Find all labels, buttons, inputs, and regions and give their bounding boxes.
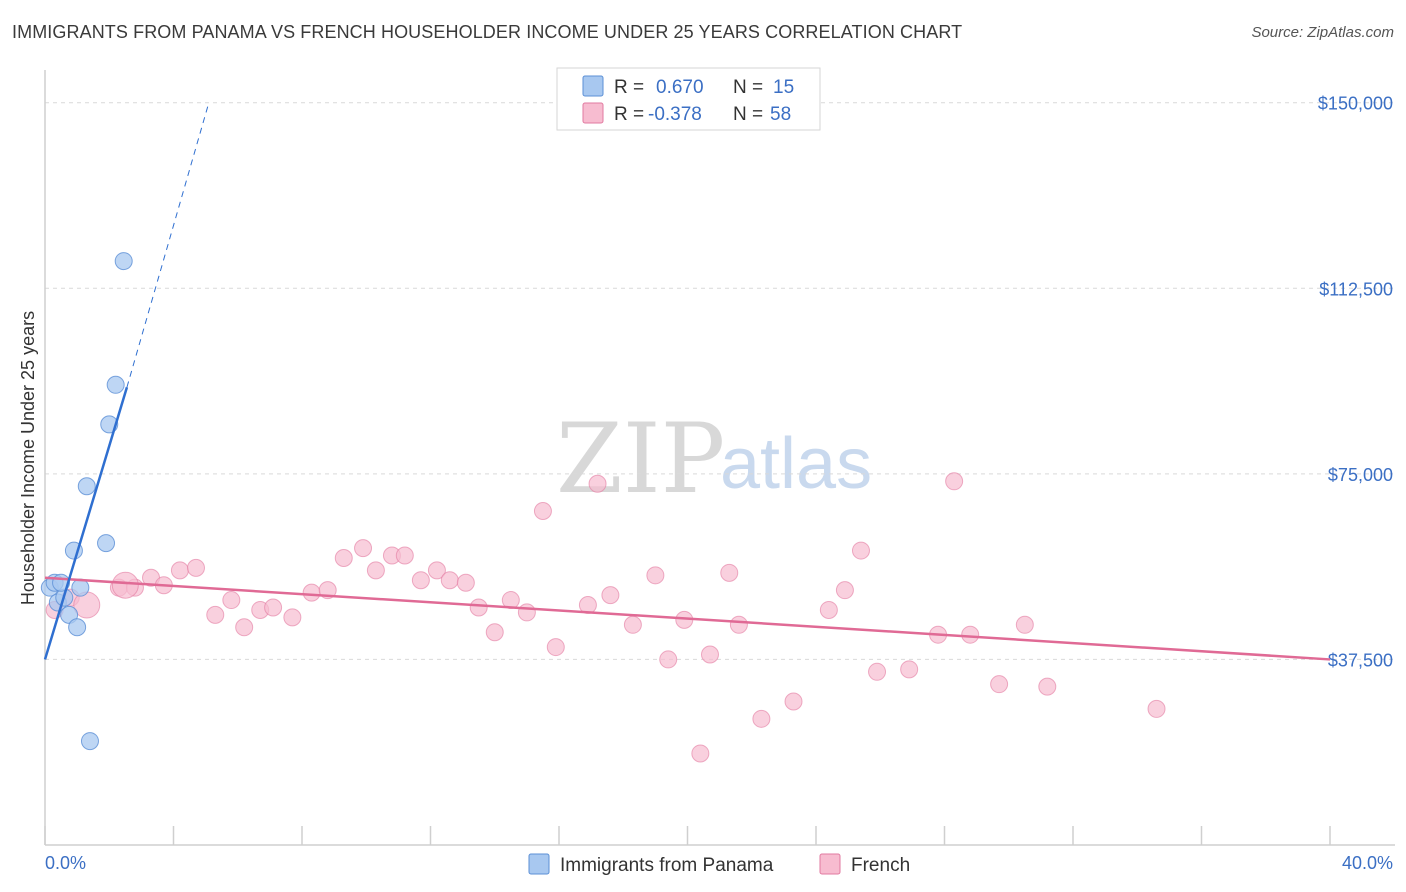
x-tick-label-min: 0.0% bbox=[45, 853, 86, 873]
french-point bbox=[961, 625, 980, 644]
stats-n-label-french: N = bbox=[733, 104, 763, 125]
stats-r-label-french: R = bbox=[614, 104, 644, 125]
panama-point bbox=[106, 375, 125, 394]
stats-n-value-french: 58 bbox=[770, 104, 791, 125]
french-point bbox=[835, 581, 854, 600]
french-point bbox=[302, 583, 321, 602]
french-point bbox=[729, 615, 748, 634]
panama-point bbox=[77, 477, 96, 496]
french-point bbox=[720, 563, 739, 582]
legend-label-panama: Immigrants from Panama bbox=[560, 855, 774, 876]
stats-swatch-panama bbox=[582, 75, 604, 97]
source-label: Source: ZipAtlas.com bbox=[1251, 24, 1394, 41]
stats-r-value-panama: 0.670 bbox=[656, 77, 704, 98]
trend-lines bbox=[43, 102, 1331, 661]
french-point bbox=[264, 598, 283, 617]
french-point bbox=[623, 615, 642, 634]
french-point bbox=[1015, 615, 1034, 634]
french-point bbox=[752, 709, 771, 728]
french-point bbox=[222, 591, 241, 610]
watermark-atlas: atlas bbox=[720, 424, 872, 504]
french-point bbox=[411, 571, 430, 590]
french-series bbox=[45, 472, 1166, 763]
x-axis-ticks bbox=[44, 826, 1331, 845]
legend-swatch-french bbox=[819, 853, 841, 875]
french-point bbox=[1038, 677, 1057, 696]
french-point bbox=[456, 573, 475, 592]
legend-label-french: French bbox=[851, 855, 910, 876]
french-point bbox=[990, 675, 1009, 694]
french-point bbox=[440, 571, 459, 590]
panama-point bbox=[71, 578, 90, 597]
french-point bbox=[546, 638, 565, 657]
french-point bbox=[206, 605, 225, 624]
french-point bbox=[354, 539, 373, 558]
french-point bbox=[395, 546, 414, 565]
legend: Immigrants from Panama French bbox=[528, 853, 910, 876]
panama-point bbox=[114, 252, 133, 271]
french-point bbox=[517, 603, 536, 622]
stats-n-value-panama: 15 bbox=[773, 77, 794, 98]
french-point bbox=[851, 541, 870, 560]
watermark: ZIP atlas bbox=[556, 403, 872, 515]
french-point bbox=[1147, 699, 1166, 718]
french-point bbox=[659, 650, 678, 669]
y-axis-tick-labels: $37,500 $75,000 $112,500 $150,000 bbox=[1318, 94, 1393, 671]
french-point bbox=[485, 623, 504, 642]
french-point bbox=[868, 662, 887, 681]
french-point bbox=[334, 548, 353, 567]
y-axis-label: Householder Income Under 25 years bbox=[18, 311, 38, 605]
y-tick-label: $75,000 bbox=[1328, 465, 1393, 485]
y-tick-label: $112,500 bbox=[1319, 279, 1393, 299]
gridlines bbox=[45, 102, 1395, 660]
panama-point bbox=[80, 732, 99, 751]
x-tick-label-max: 40.0% bbox=[1342, 853, 1393, 873]
french-point bbox=[819, 600, 838, 619]
legend-swatch-panama bbox=[528, 853, 550, 875]
french-point bbox=[235, 618, 254, 637]
french-point bbox=[588, 474, 607, 493]
panama-trend-line bbox=[43, 386, 129, 660]
panama-series bbox=[40, 252, 133, 751]
french-point bbox=[186, 558, 205, 577]
stats-r-label-panama: R = bbox=[614, 77, 644, 98]
panama-point bbox=[68, 618, 87, 637]
panama-trend-extension bbox=[126, 102, 210, 388]
y-tick-label: $37,500 bbox=[1328, 650, 1393, 670]
french-point bbox=[111, 571, 139, 599]
panama-point bbox=[97, 534, 116, 553]
french-point bbox=[900, 660, 919, 679]
chart-title: IMMIGRANTS FROM PANAMA VS FRENCH HOUSEHO… bbox=[12, 22, 963, 42]
french-point bbox=[469, 598, 488, 617]
french-point bbox=[427, 561, 446, 580]
french-point bbox=[283, 608, 302, 627]
stats-n-label-panama: N = bbox=[733, 77, 763, 98]
french-point bbox=[700, 645, 719, 664]
french-point bbox=[691, 744, 710, 763]
french-point bbox=[646, 566, 665, 585]
french-point bbox=[366, 561, 385, 580]
stats-r-value-french: -0.378 bbox=[648, 104, 702, 125]
french-point bbox=[784, 692, 803, 711]
stats-swatch-french bbox=[582, 102, 604, 124]
french-point bbox=[945, 472, 964, 491]
french-point bbox=[170, 561, 189, 580]
watermark-zip: ZIP bbox=[556, 403, 725, 515]
y-tick-label: $150,000 bbox=[1318, 94, 1393, 114]
stats-box: R = 0.670 N = 15 R = -0.378 N = 58 bbox=[556, 67, 821, 131]
french-point bbox=[533, 501, 552, 520]
french-trend-line bbox=[44, 576, 1331, 661]
french-point bbox=[601, 586, 620, 605]
